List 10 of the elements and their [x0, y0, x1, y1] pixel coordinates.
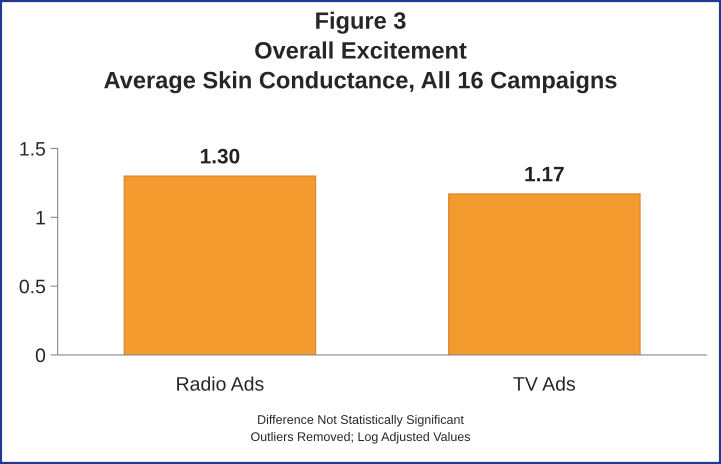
- text: Difference Not Statistically Significant Outliers Removed; Log Adjusted Values: [251, 414, 470, 444]
- y-tick-label: 0.5: [20, 280, 46, 294]
- x-tick-label: Radio Ads: [177, 376, 264, 391]
- chart-title: Figure 3 Overall Excitement Average Skin Conductance, All 16 Campaigns: [104, 12, 616, 94]
- y-tick-label: 1: [36, 210, 45, 224]
- x-tick-label: TV Ads: [513, 376, 575, 391]
- y-tick-label: 1.5: [20, 142, 46, 156]
- data-label: 1.30: [200, 148, 240, 164]
- y-tick-label: 0: [36, 348, 46, 362]
- data-label: 1.17: [525, 166, 564, 182]
